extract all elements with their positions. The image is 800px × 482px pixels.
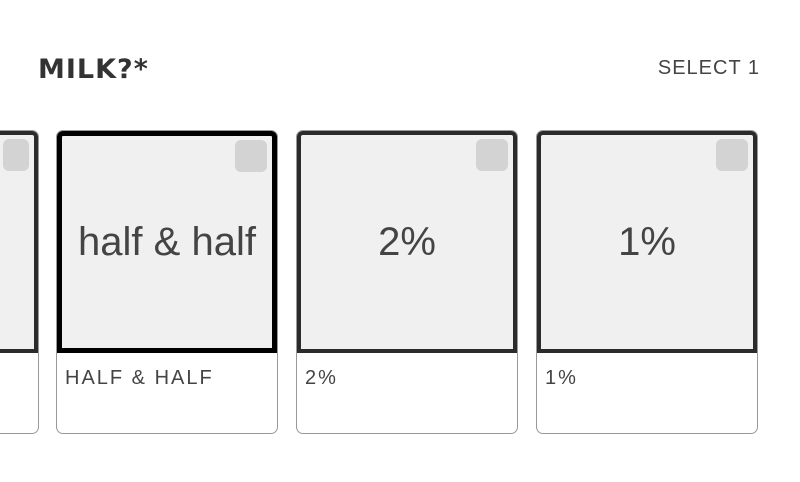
option-label: 1% [545, 367, 578, 389]
option-card-2-percent[interactable]: 2% 2% [296, 130, 518, 434]
select-hint: SELECT 1 [657, 57, 760, 79]
checkbox[interactable] [3, 139, 29, 171]
option-image-text: 1% [618, 219, 676, 264]
option-image-text: 2% [378, 219, 436, 264]
option-image-text: half & half [78, 219, 256, 264]
checkbox[interactable] [716, 139, 748, 171]
question-title: MILK?* [38, 54, 149, 85]
option-image [0, 131, 38, 353]
option-image: 2% [297, 131, 517, 353]
checkbox[interactable] [476, 139, 508, 171]
option-image: 1% [537, 131, 757, 353]
option-card-partial[interactable] [0, 130, 39, 434]
option-card-1-percent[interactable]: 1% 1% [536, 130, 758, 434]
option-card-half-and-half[interactable]: half & half HALF & HALF [56, 130, 278, 434]
option-image: half & half [57, 131, 277, 353]
option-label: HALF & HALF [65, 367, 214, 389]
checkbox[interactable] [235, 140, 267, 172]
option-label: 2% [305, 367, 338, 389]
